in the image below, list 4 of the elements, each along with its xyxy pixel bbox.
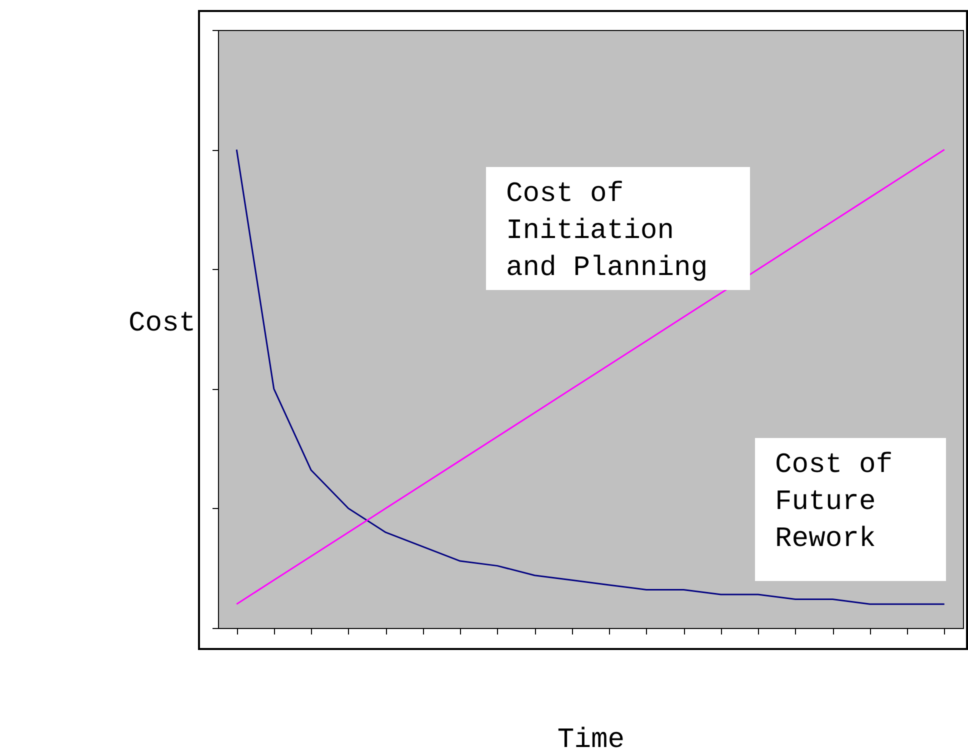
annotation: Cost of Future Rework xyxy=(775,450,893,555)
annotation: Cost of Initiation and Planning xyxy=(506,179,708,284)
x-axis-title: Time xyxy=(557,725,625,750)
y-axis-title: Cost xyxy=(128,308,196,340)
